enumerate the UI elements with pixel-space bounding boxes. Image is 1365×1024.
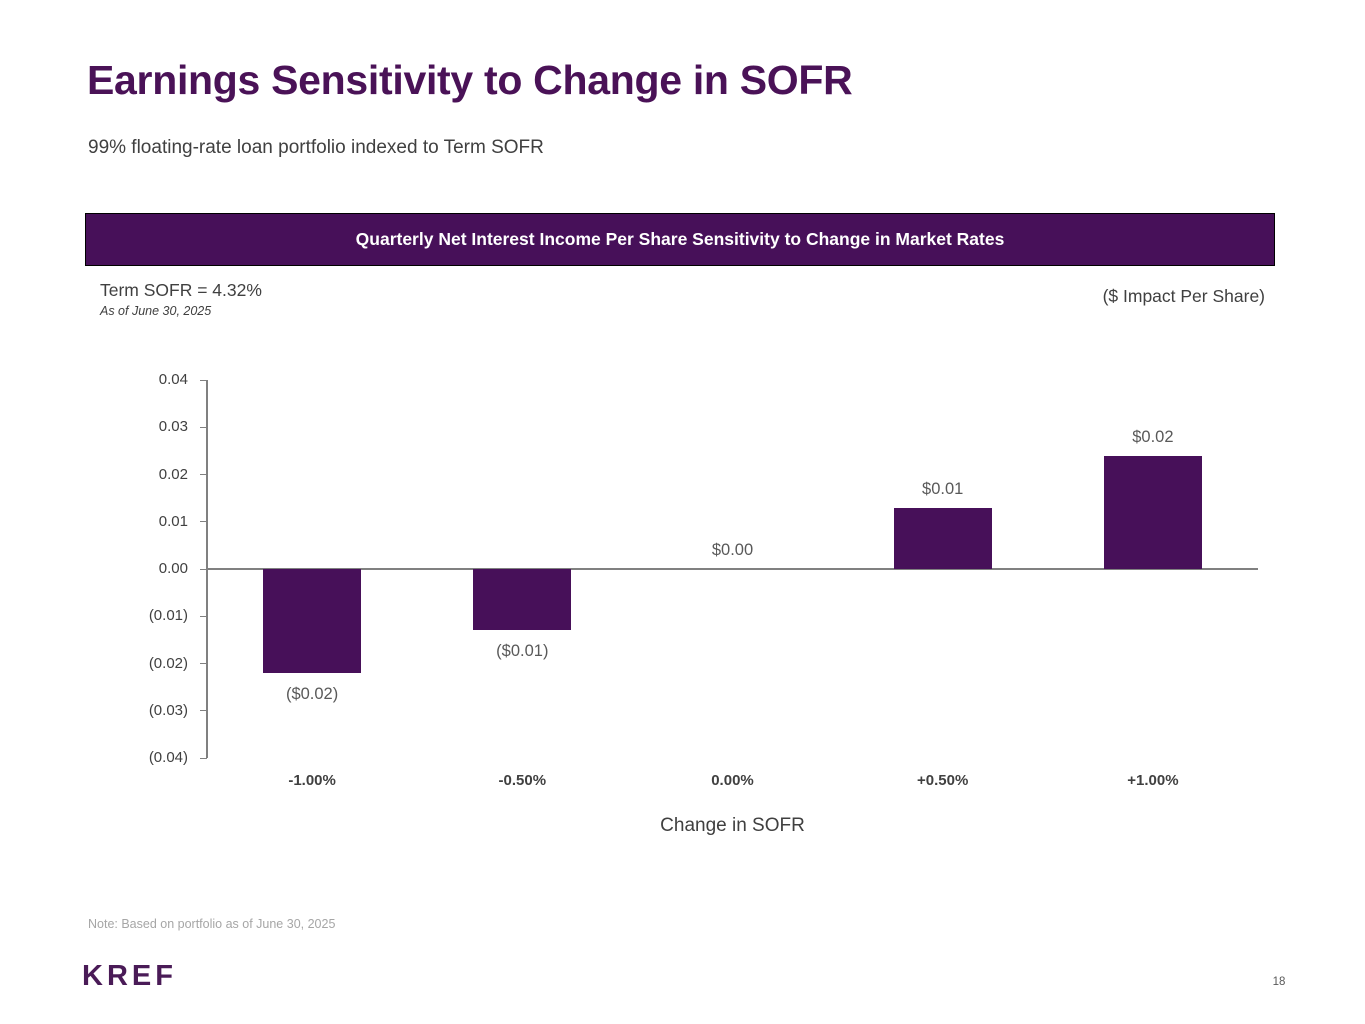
term-sofr-asof-date: As of June 30, 2025 [100, 304, 212, 318]
bar-value-label: ($0.02) [285, 684, 339, 703]
page-number: 18 [1272, 976, 1286, 988]
page-subtitle: 99% floating-rate loan portfolio indexed… [88, 137, 544, 158]
y-axis-tick-label: (0.02) [148, 654, 188, 672]
bar-+0.50% [893, 507, 992, 569]
y-axis-tick-mark [200, 663, 207, 664]
page-title: Earnings Sensitivity to Change in SOFR [87, 57, 853, 103]
y-axis-tick-mark [200, 474, 207, 475]
bar-value-label: $0.02 [1132, 427, 1174, 446]
y-axis-tick-mark [200, 757, 207, 759]
kref-logo: KREF [82, 960, 177, 992]
y-axis-tick-label: (0.03) [148, 701, 188, 719]
zero-baseline [207, 568, 1258, 570]
bar-value-label: $0.01 [922, 479, 964, 498]
y-axis-tick-label: 0.01 [158, 512, 188, 530]
bar-+1.00% [1103, 455, 1202, 569]
x-axis-category-label: +0.50% [917, 772, 969, 789]
impact-per-share-label: ($ Impact Per Share) [1102, 286, 1265, 306]
bar--0.50% [473, 569, 572, 631]
x-axis-category-label: -0.50% [498, 772, 547, 789]
y-axis-tick-label: (0.04) [148, 749, 188, 766]
y-axis-tick-label: (0.01) [148, 607, 188, 625]
y-axis-tick-label: 0.04 [158, 371, 188, 388]
x-axis-category-label: -1.00% [288, 772, 336, 789]
chart-title-banner: Quarterly Net Interest Income Per Share … [85, 213, 1275, 266]
bar-value-label: $0.00 [711, 541, 754, 559]
y-axis-tick-label: 0.02 [158, 465, 188, 483]
x-axis-category-label: 0.00% [711, 772, 754, 789]
y-axis-tick-label: 0.00 [158, 560, 188, 577]
term-sofr-label: Term SOFR = 4.32% [100, 280, 262, 300]
y-axis-tick-mark [200, 615, 207, 617]
bar-value-label: ($0.01) [496, 642, 549, 661]
bar--1.00% [263, 569, 362, 673]
y-axis-tick-mark [200, 426, 207, 428]
y-axis-tick-mark [200, 710, 207, 712]
y-axis-tick-label: 0.03 [158, 418, 188, 436]
footnote: Note: Based on portfolio as of June 30, … [88, 917, 336, 931]
y-axis-tick-mark [200, 568, 207, 570]
x-axis-title: Change in SOFR [660, 815, 805, 836]
y-axis-tick-mark [200, 379, 207, 381]
y-axis-tick-mark [200, 521, 207, 523]
chart-title: Quarterly Net Interest Income Per Share … [355, 229, 1005, 249]
x-axis-category-label: +1.00% [1127, 772, 1179, 789]
